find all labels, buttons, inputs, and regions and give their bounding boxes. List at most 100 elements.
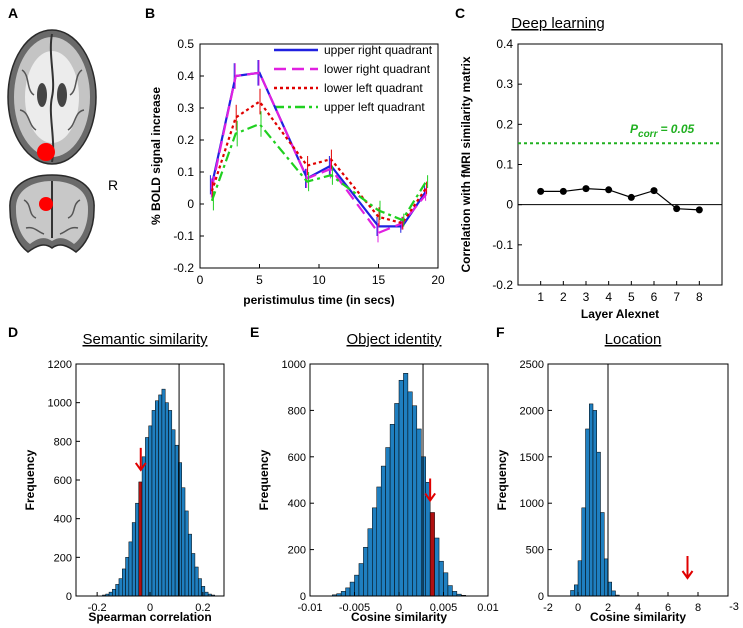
b-legend-entry: upper right quadrant xyxy=(324,43,433,57)
b-series-line xyxy=(210,71,427,235)
b-x-tick-label: 15 xyxy=(372,273,386,287)
b-x-tick-label: 10 xyxy=(312,273,326,287)
d-hist-bar xyxy=(168,410,173,597)
b-series-line xyxy=(210,122,428,222)
b-y-tick-label: 0.2 xyxy=(177,133,194,147)
d-hist-bar xyxy=(188,533,192,597)
panel-label-b: B xyxy=(145,5,155,21)
c-data-point xyxy=(537,187,545,195)
e-hist-bar xyxy=(354,574,360,597)
e-x-tick-label: -0.005 xyxy=(339,602,370,614)
bold-timecourse-chart: % BOLD signal increase peristimulus time… xyxy=(149,37,445,307)
d-y-tick-label: 200 xyxy=(54,552,72,564)
brain-coronal-slice xyxy=(9,174,95,253)
object-identity-histogram: Object identity Frequency Cosine similar… xyxy=(257,331,499,624)
panel-label-e: E xyxy=(250,324,259,340)
f-y-tick-label: 1500 xyxy=(520,452,544,464)
d-hist-bar xyxy=(184,510,189,597)
f-axis-exponent: -3 xyxy=(729,601,739,613)
e-title: Object identity xyxy=(346,331,442,348)
e-hist-bar xyxy=(452,591,458,597)
c-data-point xyxy=(582,185,590,193)
e-hist-bar xyxy=(363,547,369,597)
c-x-tick-label: 4 xyxy=(605,290,612,304)
f-y-tick-label: 2000 xyxy=(520,405,544,417)
e-y-tick-label: 1000 xyxy=(282,359,306,371)
c-x-tick-label: 3 xyxy=(583,290,590,304)
d-hist-bar xyxy=(171,429,176,597)
e-y-axis-label: Frequency xyxy=(257,449,271,510)
e-hist-bar xyxy=(394,403,400,597)
panel-label-c: C xyxy=(455,5,465,21)
c-data-point xyxy=(673,205,681,213)
f-hist-bar xyxy=(585,428,590,597)
c-x-tick-label: 1 xyxy=(537,290,544,304)
d-y-tick-label: 1200 xyxy=(48,359,72,371)
c-threshold-p: P xyxy=(630,122,639,136)
d-hist-bar xyxy=(118,578,123,597)
c-y-tick-label: 0.1 xyxy=(496,158,513,172)
f-hist-bar xyxy=(574,584,579,597)
d-hist-bar xyxy=(108,591,113,597)
e-hist-bar xyxy=(358,563,364,597)
d-hist-bar xyxy=(128,541,133,597)
c-data-point xyxy=(627,193,635,201)
b-legend-entry: upper left quadrant xyxy=(324,100,425,114)
roi-marker-coronal xyxy=(39,197,53,211)
d-y-axis-label: Frequency xyxy=(23,449,37,510)
e-hist-bar xyxy=(385,447,391,597)
d-title: Semantic similarity xyxy=(82,331,208,348)
location-histogram: Location Frequency Cosine similarity -3 … xyxy=(495,331,739,624)
d-hist-bar xyxy=(135,502,140,597)
f-hist-bar xyxy=(577,560,582,597)
d-y-tick-label: 800 xyxy=(54,436,72,448)
brain-axial-slice xyxy=(7,29,97,165)
d-hist-bar xyxy=(122,568,126,597)
f-x-tick-label: 2 xyxy=(605,602,611,614)
hemisphere-label: R xyxy=(108,177,118,193)
d-hist-bar xyxy=(194,566,199,597)
b-legend-entry: lower right quadrant xyxy=(324,62,431,76)
c-threshold-suffix: = 0.05 xyxy=(660,122,694,136)
f-y-tick-label: 1000 xyxy=(520,498,544,510)
e-hist-bar xyxy=(407,391,413,597)
b-y-axis-label: % BOLD signal increase xyxy=(149,87,163,225)
e-hist-bar xyxy=(340,591,346,597)
c-threshold-sub: corr xyxy=(638,129,659,140)
c-y-tick-label: 0.3 xyxy=(496,77,513,91)
e-hist-bar xyxy=(434,537,440,597)
f-observed-arrow xyxy=(681,556,694,580)
d-x-tick-label: 0.2 xyxy=(195,602,210,614)
e-hist-bar xyxy=(429,512,435,597)
d-hist-bar xyxy=(197,578,202,597)
semantic-similarity-histogram: Semantic similarity Frequency Spearman c… xyxy=(23,331,225,624)
e-hist-bar xyxy=(349,581,355,597)
e-x-tick-label: 0.005 xyxy=(430,602,458,614)
b-x-tick-label: 0 xyxy=(197,273,204,287)
d-hist-bar xyxy=(158,394,163,597)
c-x-tick-label: 7 xyxy=(673,290,680,304)
d-hist-bar xyxy=(174,444,179,597)
f-x-tick-label: -2 xyxy=(543,602,553,614)
b-y-tick-label: 0.1 xyxy=(177,165,194,179)
e-observed-arrow xyxy=(424,478,436,503)
c-x-axis-label: Layer Alexnet xyxy=(581,307,659,321)
d-hist-bar xyxy=(191,553,196,597)
f-hist-bar xyxy=(596,451,601,597)
c-y-tick-label: 0 xyxy=(506,198,513,212)
e-hist-bar xyxy=(389,424,395,597)
b-y-tick-label: -0.2 xyxy=(173,261,194,275)
d-hist-bar xyxy=(181,487,186,597)
b-y-tick-label: 0.3 xyxy=(177,101,194,115)
c-x-tick-label: 2 xyxy=(560,290,567,304)
e-hist-bar xyxy=(376,486,382,597)
d-hist-bar xyxy=(148,425,153,597)
d-x-tick-label: 0 xyxy=(147,602,153,614)
c-x-tick-label: 8 xyxy=(696,290,703,304)
c-data-point xyxy=(695,206,703,214)
b-x-tick-label: 20 xyxy=(431,273,445,287)
deep-learning-chart: Deep learning Correlation with fMRI simi… xyxy=(459,15,723,321)
f-hist-bar xyxy=(611,590,616,597)
d-hist-bar xyxy=(145,437,149,597)
